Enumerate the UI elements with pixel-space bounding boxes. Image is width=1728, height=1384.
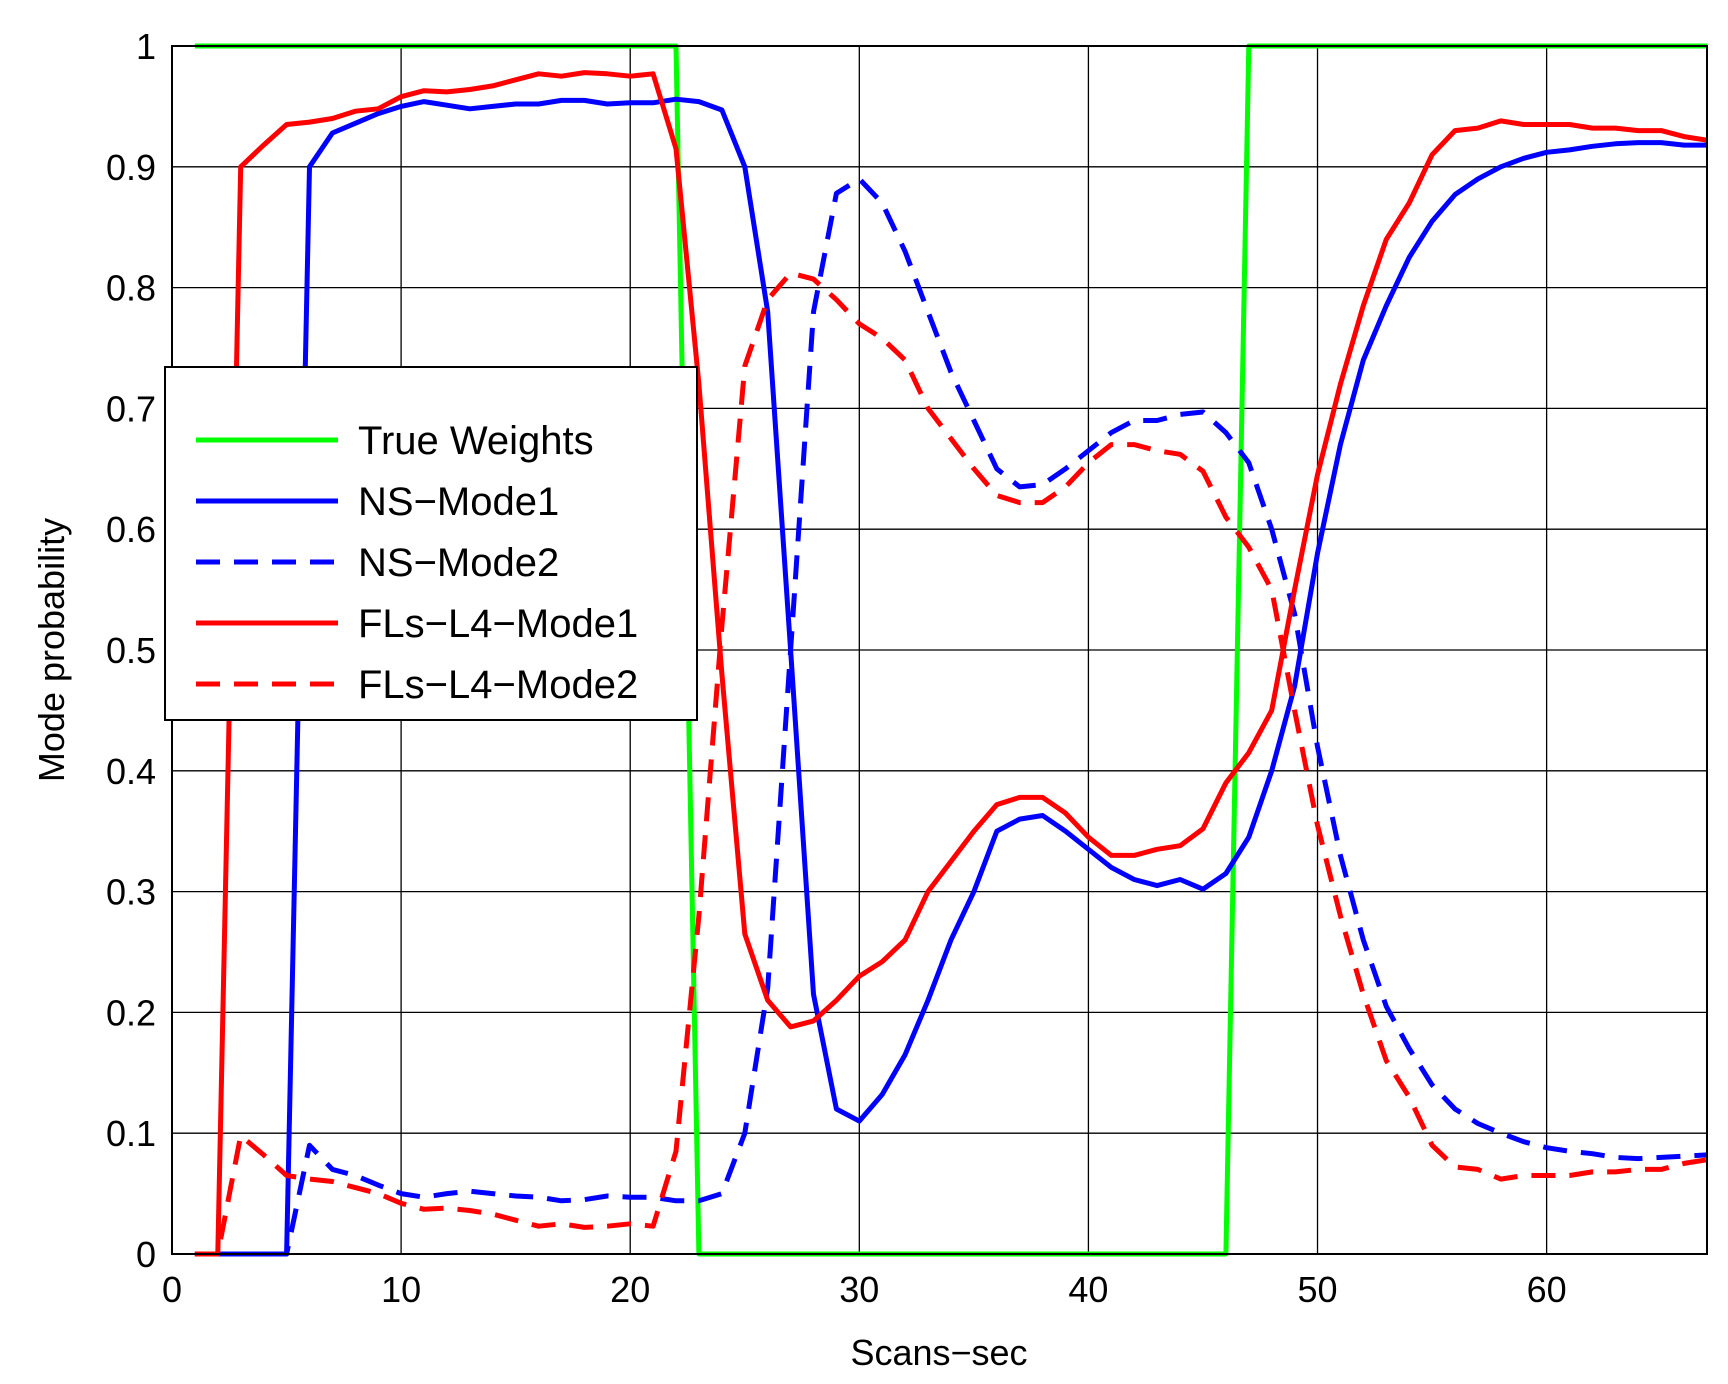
ticks: 0 10 20 30 40 50 60 0 0.1 0.2 0.3 0.4 0.5 0.6 0.7 0.8 0.… [106,26,1567,1310]
x-tick-label: 40 [1068,1269,1108,1310]
x-tick-label: 50 [1297,1269,1337,1310]
y-tick-label: 0.9 [106,147,156,188]
y-tick-label: 0.1 [106,1113,156,1154]
legend-label: FLs−L4−Mode2 [358,663,638,707]
legend-label: FLs−L4−Mode1 [358,602,638,646]
y-tick-label: 0.3 [106,872,156,913]
x-tick-label: 20 [610,1269,650,1310]
series-line-fls-l4-mode2 [194,270,1708,1257]
y-tick-label: 0.2 [106,992,156,1033]
x-tick-label: 10 [381,1269,421,1310]
series-line-ns-mode1 [194,96,1707,1257]
legend-box [164,366,698,721]
x-tick-label: 30 [839,1269,879,1310]
legend-label: True Weights [358,419,594,463]
y-tick-label: 0.8 [106,268,156,309]
y-tick-label: 1 [136,26,156,67]
x-axis-title: Scans−sec [850,1332,1027,1373]
y-tick-label: 0.5 [106,630,156,671]
legend-label: NS−Mode2 [358,541,559,585]
x-tick-label: 0 [162,1269,182,1310]
legend: True Weights NS−Mode1 NS−Mode2 FLs−L4−Mode1… [164,366,698,721]
legend-label: NS−Mode1 [358,480,559,524]
y-axis-title: Mode probability [31,518,72,782]
y-tick-label: 0.7 [106,388,156,429]
y-tick-label: 0.6 [106,509,156,550]
x-tick-label: 60 [1527,1269,1567,1310]
series-line-ns-mode2 [194,176,1708,1257]
y-tick-label: 0 [136,1234,156,1275]
y-tick-label: 0.4 [106,751,156,792]
series-line-fls-l4-mode1 [194,70,1708,1257]
